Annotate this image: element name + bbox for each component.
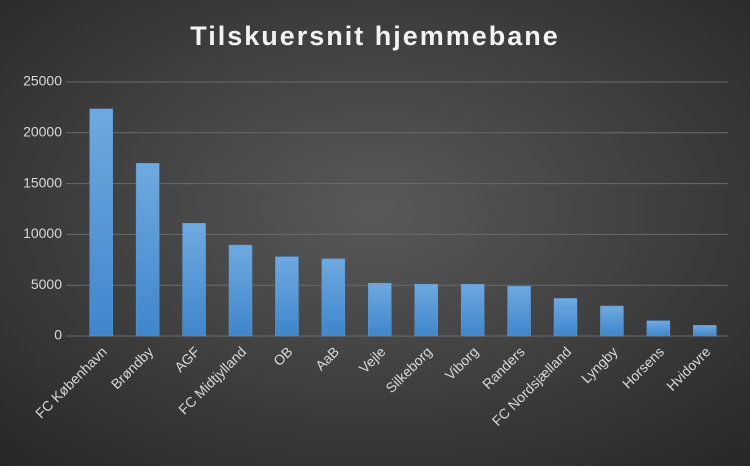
y-tick-label: 5000 (31, 276, 62, 292)
bar (368, 282, 392, 337)
bar (693, 325, 717, 337)
bar (460, 283, 485, 337)
chart-title: Tilskuersnit hjemmebane (190, 21, 560, 51)
y-tick-label: 10000 (23, 225, 62, 241)
bar (135, 163, 160, 337)
bar (553, 298, 578, 337)
bar (228, 244, 253, 337)
bar (414, 283, 438, 337)
y-tick-label: 20000 (23, 124, 62, 140)
bar (275, 256, 299, 337)
bar (321, 258, 346, 337)
y-tick-label: 0 (54, 327, 62, 343)
bar (600, 305, 624, 337)
bar (89, 108, 113, 337)
bar (182, 222, 206, 337)
bar (507, 285, 531, 337)
y-tick-label: 25000 (23, 73, 62, 89)
y-tick-label: 15000 (23, 174, 62, 190)
bar (646, 320, 671, 337)
